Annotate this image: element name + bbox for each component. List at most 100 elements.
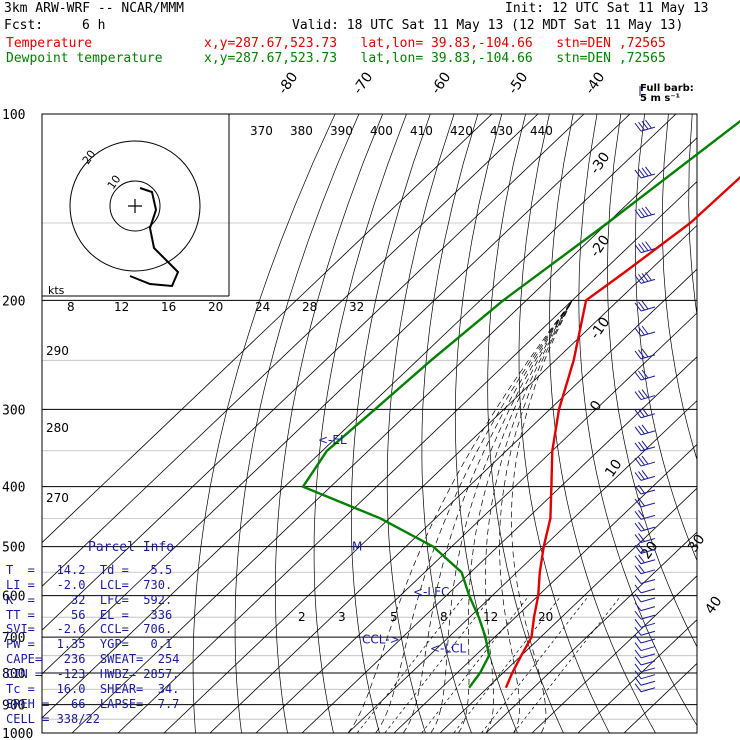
pressure-label: 800	[2, 667, 25, 682]
pressure-label: 300	[2, 403, 25, 418]
mixing-ratio-line	[421, 595, 530, 733]
valid-time: Valid: 18 UTC Sat 11 May 13 (12 MDT Sat …	[292, 18, 684, 33]
hodograph-speed-label: 32	[349, 300, 364, 314]
parcel-row: LI = -2.0 LCL= 730.	[6, 578, 173, 592]
theta-e-label: 400	[370, 124, 393, 138]
wind-barb	[634, 521, 656, 532]
hodograph-speed-label: 20	[208, 300, 223, 314]
isotherm	[623, 662, 697, 733]
isotherm-label: 10	[602, 457, 625, 481]
mixing-ratio-line	[513, 595, 622, 733]
model-title: 3km ARW-WRF -- NCAR/MMM	[4, 1, 185, 16]
wind-barb	[634, 206, 656, 219]
parcel-row: SREH = 66 LAPSE= 7.7	[6, 697, 180, 711]
forecast-label: Fcst:	[4, 18, 44, 33]
grid-lines	[42, 114, 697, 733]
pressure-label: 700	[2, 631, 25, 646]
isotherm	[42, 114, 677, 719]
wind-barb	[634, 626, 656, 636]
moist-adiabat	[511, 300, 573, 733]
isotherm	[301, 356, 697, 733]
isotherm	[255, 312, 697, 733]
hodograph-ring	[69, 140, 201, 272]
theta-e-label: 380	[290, 124, 313, 138]
theta-label: 270	[46, 491, 69, 505]
wind-barb	[634, 389, 656, 401]
isotherm	[42, 114, 539, 587]
wind-barb	[634, 300, 656, 312]
wind-barb	[634, 593, 656, 603]
wind-barb	[634, 497, 656, 508]
pressure-label: 400	[2, 481, 25, 496]
hodograph-speed-label: 24	[255, 300, 270, 314]
wind-barb	[634, 440, 656, 452]
theta-label: 290	[46, 344, 69, 358]
moist-adiabat	[430, 300, 573, 733]
wind-barb	[634, 407, 656, 419]
moist-adiabat	[375, 300, 573, 733]
pressure-label: 900	[2, 699, 25, 714]
wind-barb	[634, 455, 656, 467]
wind-barb	[634, 533, 656, 543]
dry-adiabat	[386, 114, 455, 733]
dewpoint-trace	[301, 119, 740, 689]
hodograph-ring-label: 10	[105, 173, 124, 192]
mixing-ratio-line	[384, 595, 493, 733]
wind-barb	[634, 510, 656, 520]
wind-barb	[634, 656, 656, 666]
moist-adiabat	[499, 300, 573, 733]
pressure-label: 500	[2, 541, 25, 556]
dry-adiabat	[350, 114, 431, 733]
dry-adiabat	[234, 114, 360, 733]
isotherm-label: -10	[587, 314, 613, 342]
theta-label: 280	[46, 421, 69, 435]
wind-barb	[634, 676, 656, 686]
wind-barb	[634, 663, 656, 673]
wind-barb	[634, 348, 656, 360]
pressure-label: 200	[2, 294, 25, 309]
moist-adiabat	[402, 300, 573, 733]
dry-adiabat	[487, 114, 564, 733]
theta-e-label: 370	[250, 124, 273, 138]
isotherm-label: -70	[350, 69, 376, 97]
mixing-ratio-label: 5	[390, 610, 398, 624]
parcel-row: SVI= -2.6 CCL= 706.	[6, 622, 173, 636]
wind-barb	[634, 272, 656, 284]
wind-barb	[634, 683, 656, 693]
level-marker: <-EL	[318, 433, 347, 447]
mixing-ratio-label: 12	[483, 610, 498, 624]
mixing-ratio-line	[356, 595, 465, 733]
parcel-row: PW = 1.35 YGP= 0.1	[6, 637, 173, 651]
barb-scale-line1: Full barb:	[640, 83, 694, 94]
isotherm	[393, 443, 697, 733]
isotherm	[117, 181, 697, 733]
dry-adiabat	[313, 114, 407, 733]
mixing-ratio-label: 8	[440, 610, 448, 624]
isotherm-label: 30	[685, 532, 708, 556]
hodograph-speed-label: 12	[114, 300, 129, 314]
dry-adiabat	[578, 114, 697, 727]
wind-barb	[634, 619, 656, 628]
dry-adiabat	[662, 114, 697, 461]
level-marker: M	[352, 540, 362, 554]
dry-adiabat	[549, 114, 656, 733]
dry-adiabat	[688, 114, 697, 318]
wind-barb	[634, 325, 656, 337]
temperature-trace	[504, 175, 740, 689]
dry-adiabat	[518, 114, 610, 733]
isotherm-label: 40	[702, 594, 725, 618]
hodograph-ring	[109, 180, 161, 232]
parcel-row: CIN = -123 HWBZ= 2857.	[6, 667, 180, 681]
theta-e-label: 390	[330, 124, 353, 138]
parcel-row: T = 14.2 Td = 5.5	[6, 563, 173, 577]
wind-barb	[634, 649, 656, 659]
dry-adiabat	[454, 114, 518, 733]
mixing-ratio-line	[453, 595, 562, 733]
wind-barb	[634, 544, 656, 554]
mixing-ratio-label: 20	[538, 610, 553, 624]
wind-barb	[634, 602, 656, 612]
isotherm-label: -50	[505, 69, 531, 97]
wind-barb	[634, 166, 656, 179]
mixing-ratio-line	[481, 595, 590, 733]
